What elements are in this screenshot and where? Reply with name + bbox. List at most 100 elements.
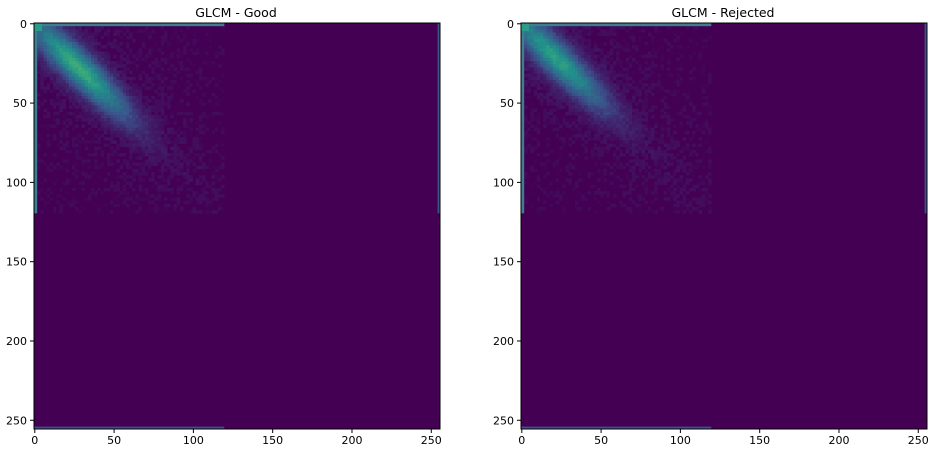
heatmap-cell xyxy=(600,127,604,132)
heatmap-cell xyxy=(587,191,592,195)
heatmap-cell xyxy=(43,51,47,56)
heatmap-cell xyxy=(698,54,703,59)
heatmap-cell xyxy=(654,64,658,68)
heatmap-cell xyxy=(628,200,633,205)
heatmap-cell xyxy=(524,89,528,94)
heatmap-cell xyxy=(638,159,642,163)
heatmap-cell xyxy=(578,114,582,119)
heatmap-cell xyxy=(94,67,98,71)
heatmap-cell xyxy=(701,165,706,170)
heatmap-cell xyxy=(540,130,544,135)
heatmap-cell xyxy=(603,80,607,84)
heatmap-cell xyxy=(59,42,63,46)
heatmap-cell xyxy=(540,57,544,62)
heatmap-cell xyxy=(600,194,604,198)
heatmap-cell xyxy=(129,165,133,170)
heatmap-cell xyxy=(654,165,658,170)
heatmap-cell xyxy=(148,54,152,59)
heatmap-cell xyxy=(125,45,130,49)
heatmap-cell xyxy=(78,156,82,160)
heatmap-cell xyxy=(164,162,168,167)
heatmap-cell xyxy=(663,156,668,160)
heatmap-cell xyxy=(217,194,222,198)
heatmap-cell xyxy=(97,89,101,94)
heatmap-cell xyxy=(81,38,86,43)
heatmap-cell xyxy=(179,206,184,211)
heatmap-cell xyxy=(549,121,554,125)
heatmap-cell xyxy=(157,184,162,189)
heatmap-cell xyxy=(578,102,582,106)
heatmap-cell xyxy=(638,194,642,198)
heatmap-cell xyxy=(160,140,165,144)
heatmap-cell xyxy=(205,194,209,198)
heatmap-cell xyxy=(87,108,92,113)
heatmap-cell xyxy=(81,54,86,59)
heatmap-cell xyxy=(546,57,550,62)
heatmap-cell xyxy=(94,111,98,116)
heatmap-cell xyxy=(679,45,684,49)
heatmap-cell xyxy=(578,118,582,122)
heatmap-cell xyxy=(202,143,206,147)
heatmap-cell xyxy=(179,54,184,59)
heatmap-cell xyxy=(651,61,655,65)
heatmap-cell xyxy=(167,203,171,208)
heatmap-cell xyxy=(676,76,680,81)
heatmap-cell xyxy=(666,32,671,36)
heatmap-cell xyxy=(562,61,566,65)
heatmap-cell xyxy=(94,124,98,128)
heatmap-cell xyxy=(612,149,617,154)
heatmap-cell xyxy=(43,26,47,30)
heatmap-cell xyxy=(160,156,165,160)
heatmap-cell xyxy=(663,26,668,30)
heatmap-cell xyxy=(170,54,174,59)
heatmap-cell xyxy=(62,197,67,201)
heatmap-cell xyxy=(103,29,108,33)
heatmap-cell xyxy=(91,191,95,195)
heatmap-cell xyxy=(524,48,528,52)
heatmap-cell xyxy=(536,54,541,59)
heatmap-cell xyxy=(695,26,699,30)
heatmap-cell xyxy=(100,191,105,195)
heatmap-cell xyxy=(581,86,585,90)
heatmap-cell xyxy=(186,146,190,151)
heatmap-cell xyxy=(84,108,89,113)
heatmap-cell xyxy=(593,61,598,65)
heatmap-cell xyxy=(679,130,684,135)
heatmap-cell xyxy=(578,76,582,81)
heatmap-cell xyxy=(141,146,146,151)
heatmap-cell xyxy=(673,178,677,182)
heatmap-cell xyxy=(183,134,187,138)
heatmap-cell xyxy=(46,32,51,36)
heatmap-cell xyxy=(122,197,127,201)
heatmap-cell xyxy=(81,51,86,56)
heatmap-cell xyxy=(632,191,636,195)
heatmap-cell xyxy=(527,181,531,186)
heatmap-cell xyxy=(97,61,101,65)
heatmap-cell xyxy=(692,143,696,147)
heatmap-cell xyxy=(145,162,149,167)
heatmap-cell xyxy=(555,162,560,167)
heatmap-cell xyxy=(651,121,655,125)
heatmap-cell xyxy=(704,111,709,116)
heatmap-cell xyxy=(68,102,73,106)
heatmap-cell xyxy=(205,200,209,205)
heatmap-cell xyxy=(78,175,82,179)
heatmap-cell xyxy=(692,121,696,125)
heatmap-cell xyxy=(132,162,136,167)
heatmap-cell xyxy=(100,26,105,30)
heatmap-cell xyxy=(62,32,67,36)
heatmap-cell xyxy=(94,89,98,94)
heatmap-cell xyxy=(600,102,604,106)
heatmap-cell xyxy=(119,42,124,46)
heatmap-cell xyxy=(578,80,582,84)
heatmap-cell xyxy=(562,29,566,33)
heatmap-cell xyxy=(192,137,197,141)
heatmap-cell xyxy=(524,187,528,192)
heatmap-cell xyxy=(170,181,174,186)
heatmap-cell xyxy=(198,162,203,167)
heatmap-cell xyxy=(205,73,209,78)
heatmap-cell xyxy=(632,146,636,151)
heatmap-cell xyxy=(632,95,636,100)
heatmap-cell xyxy=(546,45,550,49)
heatmap-cell xyxy=(97,134,101,138)
